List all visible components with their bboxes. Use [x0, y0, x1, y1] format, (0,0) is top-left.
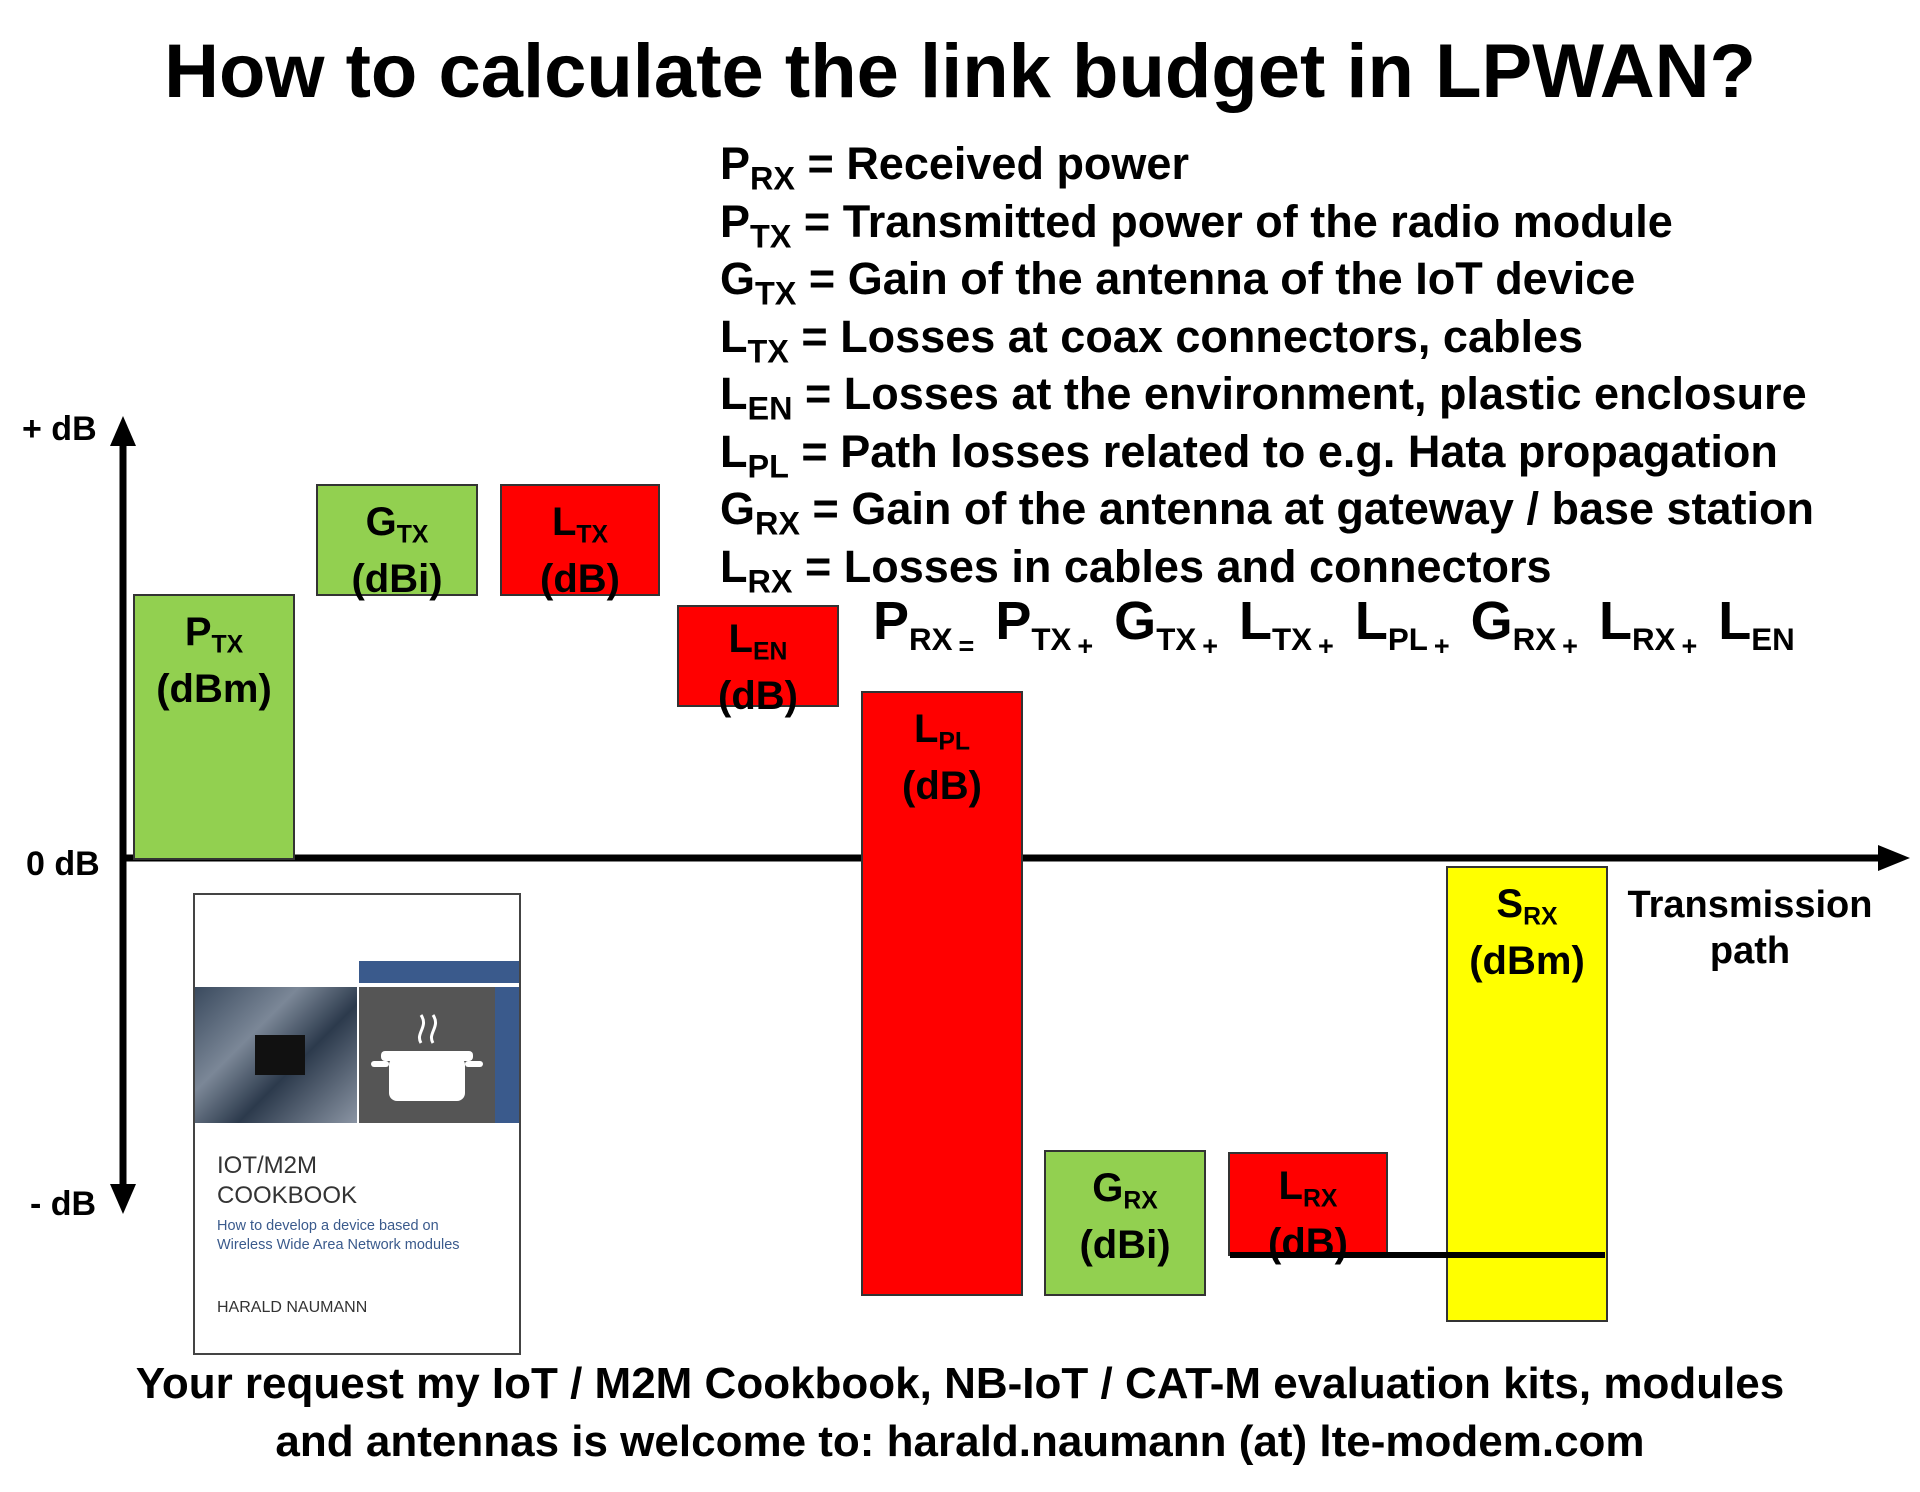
link-budget-formula: PRX = PTX + GTX + LTX + LPL + GRX + LRX + LEN: [873, 590, 1795, 662]
x-axis-label-line1: Transmission: [1627, 884, 1873, 926]
formula-plus: +: [1433, 631, 1450, 662]
block-unit: (dBi): [1079, 1223, 1171, 1268]
definition-len: LEN = Losses at the environment, plastic…: [720, 365, 1814, 427]
block-symbol: LPL: [913, 707, 971, 756]
book-title: IOT/M2M COOKBOOK: [217, 1152, 358, 1209]
x-axis-arrow: [1878, 845, 1910, 871]
symbol: PTX: [720, 195, 792, 254]
x-axis-label: Transmission path: [1620, 882, 1880, 974]
contact-footer: Your request my IoT / M2M Cookbook, NB-I…: [0, 1355, 1920, 1471]
block-unit: (dBm): [156, 667, 272, 712]
block-unit: (dBi): [351, 557, 443, 602]
x-axis-label-line2: path: [1709, 930, 1791, 972]
definition-lpl: LPL = Path losses related to e.g. Hata p…: [720, 423, 1814, 484]
block-unit: (dB): [902, 764, 982, 809]
footer-line2: and antennas is welcome to: harald.nauma…: [275, 1417, 1645, 1466]
formula-plus: +: [1202, 631, 1218, 662]
block-symbol: PTX: [184, 610, 244, 659]
y-axis-arrow-down: [110, 1184, 136, 1214]
formula-term: GRX: [1470, 591, 1557, 657]
definition-text: = Losses at the environment, plastic enc…: [805, 368, 1807, 419]
y-axis-minus-label: - dB: [30, 1185, 97, 1223]
formula-term: PTX: [995, 591, 1072, 657]
symbol: GRX: [720, 483, 801, 542]
block-len: LEN (dB): [677, 605, 839, 718]
definition-gtx: GTX = Gain of the antenna of the IoT dev…: [720, 250, 1814, 312]
y-axis-zero-label: 0 dB: [26, 845, 100, 883]
book-cover-pot-panel: [359, 987, 495, 1123]
book-cover: IOT/M2M COOKBOOK How to develop a device…: [193, 893, 521, 1355]
block-symbol: LEN: [728, 617, 788, 666]
formula-plus: +: [1681, 631, 1698, 662]
block-symbol: LRX: [1278, 1164, 1338, 1213]
formula-term: GTX: [1114, 591, 1197, 657]
block-grx: GRX (dBi): [1044, 1150, 1206, 1296]
formula-term: LTX: [1239, 591, 1313, 657]
block-symbol: GTX: [365, 500, 429, 549]
y-axis-plus-label: + dB: [22, 410, 97, 448]
definition-text: = Losses in cables and connectors: [805, 540, 1552, 592]
definition-grx: GRX = Gain of the antenna at gateway / b…: [720, 480, 1815, 542]
formula-plus: +: [1318, 631, 1334, 662]
book-subtitle: How to develop a device based on Wireles…: [217, 1218, 460, 1253]
definition-text: = Transmitted power of the radio module: [803, 195, 1673, 247]
symbol: PRX: [720, 138, 796, 197]
block-srx: SRX (dBm): [1446, 866, 1608, 1322]
block-symbol: GRX: [1092, 1166, 1158, 1215]
block-lpl: LPL (dB): [861, 691, 1023, 1296]
block-symbol: LTX: [551, 500, 609, 549]
formula-plus: +: [1077, 631, 1094, 662]
book-cover-accent: [359, 961, 519, 983]
block-unit: (dB): [718, 674, 798, 719]
symbol: LEN: [720, 368, 793, 427]
book-author: HARALD NAUMANN: [217, 1299, 368, 1316]
block-symbol: SRX: [1496, 882, 1558, 931]
block-lrx: LRX (dB): [1228, 1152, 1388, 1265]
page-title: How to calculate the link budget in LPWA…: [164, 29, 1756, 114]
symbol: LRX: [720, 540, 793, 599]
y-axis-arrow-up: [110, 416, 136, 446]
definition-lrx: LRX = Losses in cables and connectors: [720, 538, 1814, 599]
cooking-pot-icon: [371, 1014, 483, 1101]
symbol: LPL: [720, 425, 789, 484]
block-unit: (dB): [540, 557, 620, 602]
definition-ltx: LTX = Losses at coax connectors, cables: [720, 308, 1814, 369]
definition-text: = Path losses related to e.g. Hata propa…: [801, 425, 1778, 477]
block-unit: (dBm): [1469, 939, 1585, 984]
symbol: LTX: [720, 310, 789, 369]
block-ltx: LTX (dB): [500, 484, 660, 601]
block-gtx: GTX (dBi): [316, 484, 478, 601]
definition-text: = Received power: [807, 138, 1189, 189]
block-unit: (dB): [1268, 1221, 1348, 1266]
symbol: GTX: [720, 253, 797, 312]
formula-term: LEN: [1718, 591, 1795, 657]
formula-plus: +: [1562, 631, 1578, 662]
definition-text: = Gain of the antenna of the IoT device: [808, 253, 1636, 304]
formula-lhs: PRX: [873, 591, 953, 657]
chip-icon: [255, 1035, 305, 1075]
symbol-legend: PRX = Received power PTX = Transmitted p…: [720, 135, 1815, 599]
definition-text: = Gain of the antenna at gateway / base …: [812, 483, 1815, 534]
definition-ptx: PTX = Transmitted power of the radio mod…: [720, 193, 1814, 254]
footer-line1: Your request my IoT / M2M Cookbook, NB-I…: [135, 1359, 1785, 1408]
formula-term: LRX: [1598, 591, 1676, 657]
book-cover-side-stripe: [495, 987, 519, 1123]
definition-prx: PRX = Received power: [720, 135, 1814, 197]
definition-text: = Losses at coax connectors, cables: [801, 310, 1584, 362]
formula-term: LPL: [1354, 591, 1428, 657]
formula-equals: =: [958, 631, 975, 662]
block-ptx: PTX (dBm): [133, 594, 295, 860]
